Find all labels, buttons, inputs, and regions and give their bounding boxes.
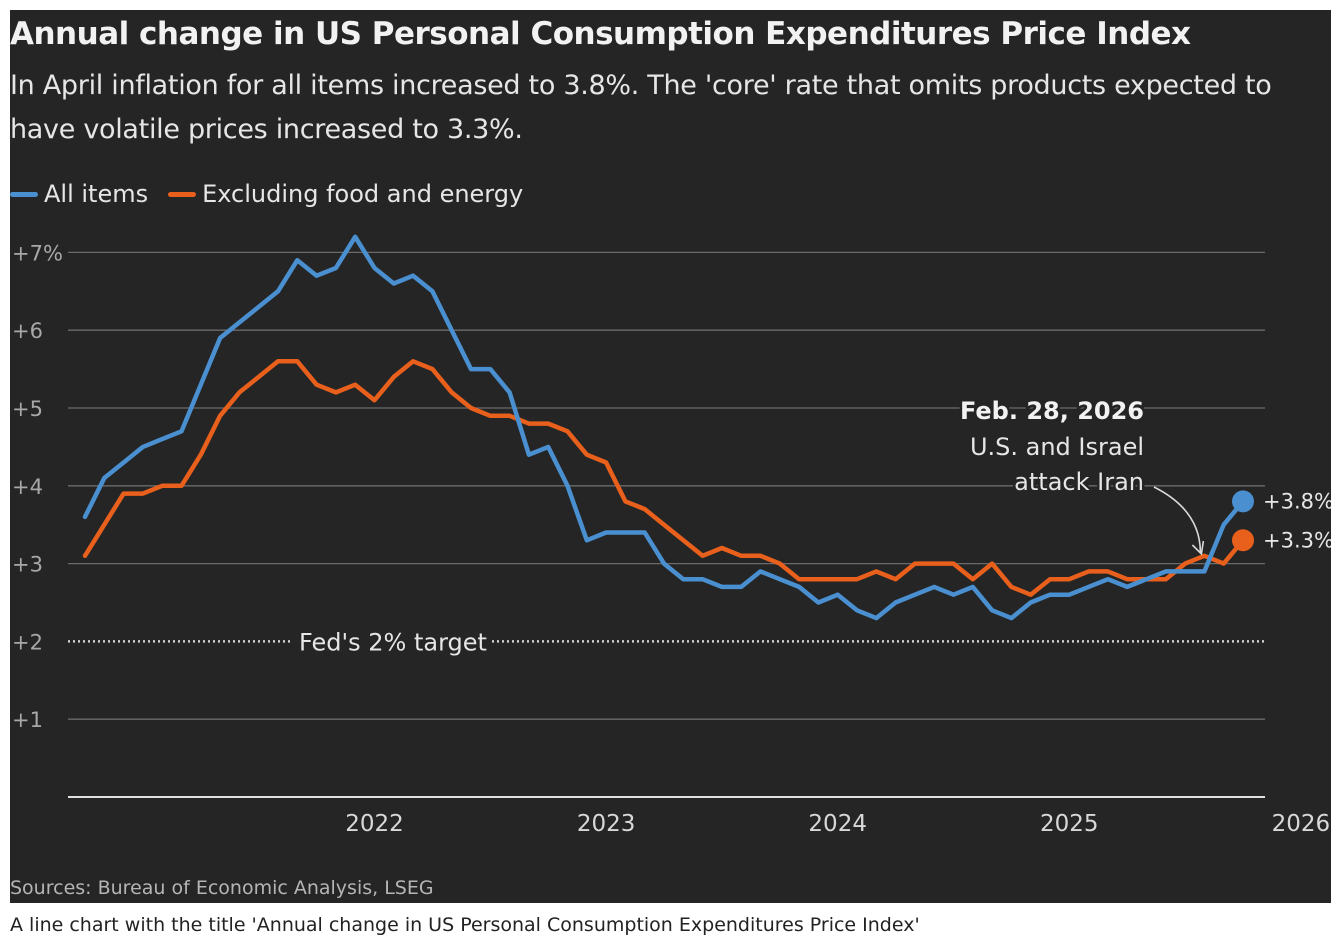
fed-target-label: Fed's 2% target — [299, 628, 487, 656]
end-label-core: +3.3% — [1263, 528, 1331, 552]
chart-title: Annual change in US Personal Consumption… — [10, 16, 1191, 52]
annotation-arrowhead — [1191, 540, 1205, 556]
y-tick-label: +7% — [12, 241, 63, 265]
image-caption: A line chart with the title 'Annual chan… — [10, 914, 920, 936]
annotation-title: Feb. 28, 2026 — [960, 397, 1144, 425]
chart-subtitle: In April inflation for all items increas… — [10, 70, 1272, 145]
legend-label-core: Excluding food and energy — [202, 180, 524, 208]
legend-item-all-items: All items — [10, 180, 148, 208]
legend: All items Excluding food and energy — [10, 180, 543, 208]
annotation-text: U.S. and Israel — [970, 433, 1144, 461]
legend-swatch-core — [168, 191, 197, 197]
x-tick-label: 2022 — [345, 811, 404, 837]
annotation-text: attack Iran — [1014, 468, 1144, 496]
end-point-core — [1232, 529, 1254, 552]
legend-swatch-all-items — [10, 191, 38, 197]
x-tick-label: 2025 — [1040, 811, 1099, 837]
y-tick-label: +4 — [12, 475, 43, 499]
y-tick-label: +5 — [12, 397, 43, 421]
end-label-all-items: +3.8% — [1263, 489, 1331, 513]
x-tick-label: 2023 — [577, 811, 636, 837]
annotation-arrow — [1153, 486, 1202, 553]
x-tick-label: 2026 — [1272, 811, 1331, 837]
legend-item-core: Excluding food and energy — [168, 180, 523, 208]
end-point-all-items — [1232, 490, 1254, 513]
source-note: Sources: Bureau of Economic Analysis, LS… — [10, 877, 434, 899]
y-tick-label: +6 — [12, 319, 43, 343]
series-line-core — [82, 359, 1246, 597]
y-tick-label: +2 — [12, 630, 43, 654]
y-tick-label: +3 — [12, 553, 43, 577]
y-tick-label: +1 — [12, 708, 43, 732]
series-line-all-items — [82, 234, 1246, 621]
legend-label-all-items: All items — [44, 180, 149, 208]
x-tick-label: 2024 — [808, 811, 867, 837]
chart-panel: Annual change in US Personal Consumption… — [10, 10, 1331, 903]
line-chart: +7% +6 +5 +4 +3 +2 +1 Fed's 2% target 2022 2023 20… — [12, 234, 1331, 837]
